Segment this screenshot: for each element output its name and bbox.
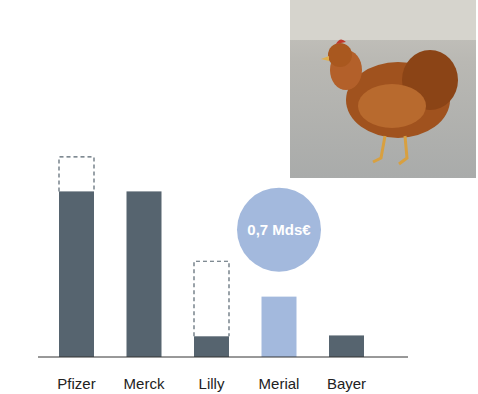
bar: [59, 191, 94, 357]
chicken-legs: [373, 136, 407, 164]
bar-segment: [59, 157, 94, 192]
category-label: Merck: [124, 375, 165, 392]
x-axis: [38, 357, 408, 358]
chicken-comb: [336, 39, 346, 44]
bar: [194, 336, 229, 357]
category-label: Pfizer: [57, 375, 95, 392]
chicken-wing: [358, 84, 426, 128]
bar: [329, 335, 364, 357]
category-label: Bayer: [327, 375, 366, 392]
bar: [262, 297, 297, 357]
photo: [290, 0, 476, 178]
chicken-head: [328, 43, 352, 67]
data-label: 0,7 Mds€: [247, 221, 311, 238]
bar-segment: [194, 261, 229, 336]
photo-wall: [290, 0, 476, 40]
photo-bg: [290, 0, 476, 178]
category-label: Merial: [259, 375, 300, 392]
bar: [127, 191, 162, 357]
chart: Pfizer Merck Lilly Merial Bayer 0,7 Mds€: [0, 0, 478, 394]
marks: [59, 157, 364, 357]
chicken-beak: [321, 56, 329, 61]
data-label-badge: [237, 188, 321, 272]
category-label: Lilly: [199, 375, 225, 392]
